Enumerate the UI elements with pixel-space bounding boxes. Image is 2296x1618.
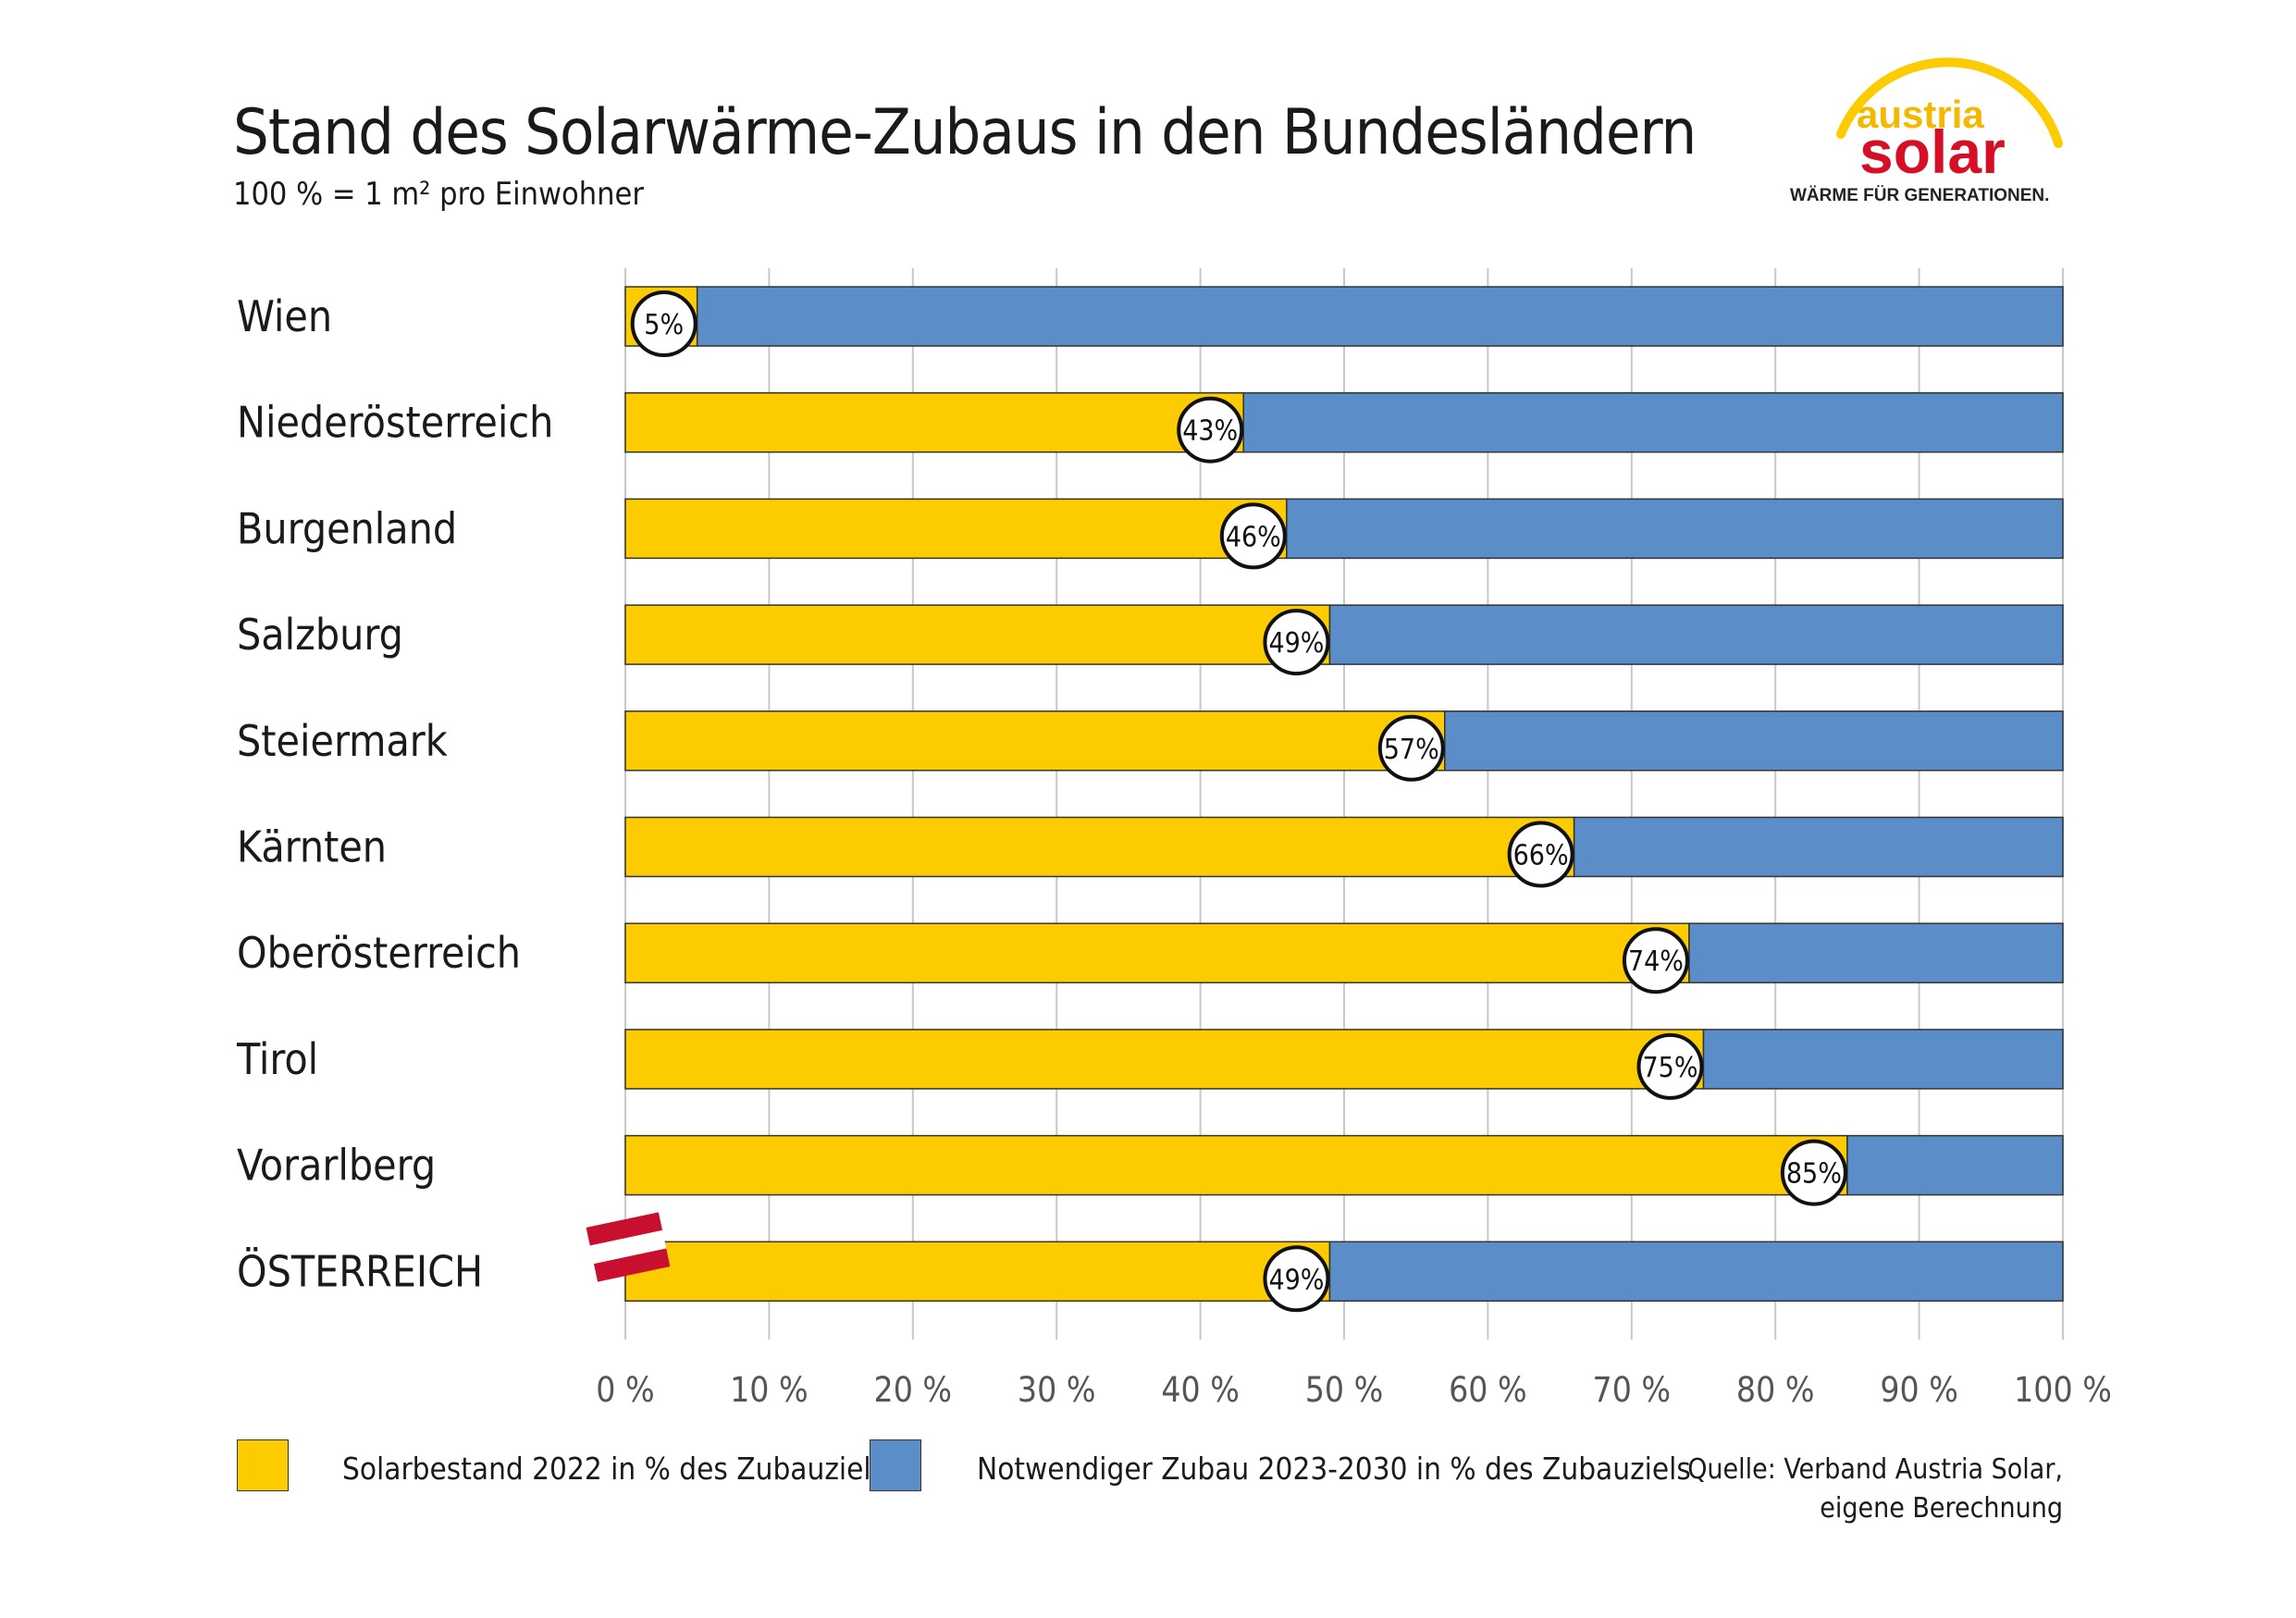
bar-bestand <box>624 498 1288 560</box>
bar-zubau <box>1573 816 2064 878</box>
value-label: 49% <box>1268 1264 1324 1296</box>
legend-label-bestand: Solarbestand 2022 in % des Zubauziels <box>342 1451 886 1487</box>
value-label: 75% <box>1643 1052 1698 1084</box>
bar-zubau <box>1702 1029 2064 1090</box>
category-label: Niederösterreich <box>237 398 553 448</box>
source-line-2: eigene Berechnung <box>1820 1492 2063 1525</box>
value-bubbles: 5% 43% 46% 49% 57% 66% 74% 75% 85% 49% <box>630 290 1847 1313</box>
category-label: ÖSTERREICH <box>237 1246 483 1296</box>
source-note: Quelle: Verband Austria Solar, eigene Be… <box>1687 1451 2063 1528</box>
x-tick-label: 40 % <box>1161 1370 1240 1410</box>
bar-zubau <box>1328 1241 2064 1303</box>
logo-text-solar: solar <box>1859 117 2006 186</box>
bar-zubau <box>1328 604 2064 665</box>
value-bubble <box>1219 502 1287 570</box>
x-tick-label: 50 % <box>1305 1370 1384 1410</box>
value-label: 85% <box>1786 1158 1842 1191</box>
value-bubble <box>1622 927 1689 994</box>
legend-swatch-zubau <box>870 1439 921 1491</box>
value-label: 5% <box>644 309 684 341</box>
value-bubble <box>1263 1245 1330 1313</box>
bar-bestand <box>624 1134 1848 1196</box>
value-bubble <box>1636 1032 1704 1100</box>
value-bubble <box>1377 714 1445 782</box>
x-tick-label: 100 % <box>2014 1370 2112 1410</box>
x-tick-label: 80 % <box>1736 1370 1815 1410</box>
chart-subtitle: 100 % = 1 m² pro Einwohner <box>233 176 644 213</box>
value-label: 43% <box>1182 415 1238 448</box>
value-label: 46% <box>1226 521 1281 553</box>
bar-zubau <box>1846 1134 2064 1196</box>
value-bubble <box>1263 609 1330 676</box>
value-label: 57% <box>1384 734 1439 766</box>
chart-title: Stand des Solarwärme-Zubaus in den Bunde… <box>233 96 1697 169</box>
bar-bestand <box>624 604 1331 665</box>
logo-text-austria: austria <box>1857 93 1984 136</box>
legend-label-zubau: Notwendiger Zubau 2023-2030 in % des Zub… <box>977 1451 1691 1487</box>
value-label: 74% <box>1628 945 1684 978</box>
austria-solar-logo: austria solar WÄRME FÜR GENERATIONEN. <box>1790 57 2063 205</box>
bar-zubau <box>1286 498 2064 560</box>
bar-bestand <box>624 922 1690 983</box>
x-tick-label: 70 % <box>1593 1370 1672 1410</box>
bar-zubau <box>1444 710 2064 772</box>
category-label: Kärnten <box>237 822 387 872</box>
x-tick-label: 60 % <box>1449 1370 1527 1410</box>
x-tick-label: 20 % <box>874 1370 953 1410</box>
category-labels: Wien Niederösterreich Burgenland Salzburg St… <box>236 291 553 1296</box>
bar-bestand <box>624 1029 1705 1090</box>
category-label: Vorarlberg <box>237 1141 436 1191</box>
logo-sun-arc <box>1836 57 2063 148</box>
x-tick-label: 90 % <box>1880 1370 1958 1410</box>
value-bubble <box>1177 396 1244 463</box>
category-label: Salzburg <box>237 610 403 660</box>
bars <box>624 286 2064 1303</box>
category-label: Steiermark <box>237 716 448 766</box>
source-line-1: Quelle: Verband Austria Solar, <box>1687 1453 2063 1486</box>
value-bubble <box>630 290 697 357</box>
bar-bestand <box>624 1241 1331 1303</box>
value-label: 66% <box>1513 840 1569 872</box>
category-label: Oberösterreich <box>237 928 521 978</box>
bar-zubau <box>1242 391 2064 453</box>
bar-zubau <box>1688 922 2064 983</box>
category-label: Wien <box>237 291 332 341</box>
bar-zubau <box>696 286 2064 347</box>
austria-flag-icon <box>586 1212 671 1282</box>
x-tick-label: 10 % <box>730 1370 809 1410</box>
x-tick-label: 0 % <box>596 1370 654 1410</box>
bar-bestand <box>624 710 1446 772</box>
value-label: 49% <box>1268 627 1324 660</box>
category-label: Tirol <box>236 1034 318 1084</box>
legend-swatch-bestand <box>237 1439 289 1491</box>
category-label: Burgenland <box>237 503 457 553</box>
value-bubble <box>1507 821 1574 888</box>
bar-bestand <box>624 816 1575 878</box>
bar-bestand <box>624 391 1244 453</box>
logo-tagline: WÄRME FÜR GENERATIONEN. <box>1790 186 2049 205</box>
value-bubble <box>1780 1139 1847 1206</box>
x-tick-label: 30 % <box>1018 1370 1096 1410</box>
x-tick-labels: 0 % 10 % 20 % 30 % 40 % 50 % 60 % 70 % 80 % 90 % 1… <box>596 1370 2112 1410</box>
